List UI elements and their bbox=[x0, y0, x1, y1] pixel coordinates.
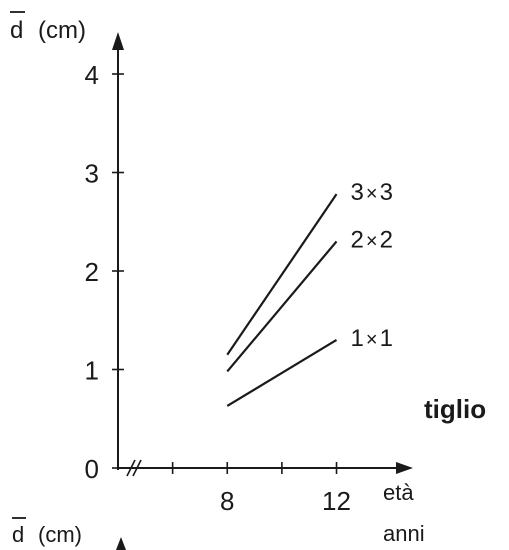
y-tick-label-0: 0 bbox=[85, 454, 99, 484]
y-label-symbol: d bbox=[10, 17, 23, 44]
chart-title: tiglio bbox=[424, 394, 486, 424]
y-ticks: 0 1 2 3 4 bbox=[85, 60, 124, 484]
y-axis-label-top: d (cm) bbox=[10, 11, 86, 44]
y-tick-label-1: 1 bbox=[85, 356, 99, 386]
y-tick-label-3: 3 bbox=[85, 159, 99, 189]
series: 3 ×3 2 ×2 1 ×1 bbox=[226, 179, 393, 407]
x-tick-label-12: 12 bbox=[322, 486, 351, 516]
y-axis-arrow-icon bbox=[112, 32, 124, 50]
y-label-unit: (cm) bbox=[38, 17, 86, 44]
x-label-line1: età bbox=[383, 480, 414, 505]
series-line-1x1 bbox=[226, 339, 338, 407]
y-tick-label-2: 2 bbox=[85, 257, 99, 287]
x-axis-arrow-icon bbox=[396, 462, 413, 474]
y-label-bottom-symbol: d bbox=[12, 522, 24, 547]
y-axis-label-bottom: d (cm) bbox=[12, 517, 126, 550]
series-label-3x3: 3 ×3 bbox=[351, 179, 393, 206]
y-label-bottom-unit: (cm) bbox=[38, 522, 82, 547]
series-line-3x3 bbox=[226, 193, 338, 356]
y-axis-bottom-arrow-icon bbox=[116, 537, 126, 550]
y-tick-label-4: 4 bbox=[85, 60, 99, 90]
axis-break-icon bbox=[126, 459, 142, 477]
y-axis bbox=[112, 32, 124, 470]
x-tick-label-8: 8 bbox=[220, 486, 234, 516]
series-line-2x2 bbox=[226, 240, 338, 373]
x-label-line2: anni bbox=[383, 521, 425, 546]
series-label-2x2: 2 ×2 bbox=[351, 226, 393, 253]
series-label-1x1: 1 ×1 bbox=[351, 325, 393, 352]
x-axis bbox=[118, 459, 413, 477]
x-ticks: 8 12 bbox=[171, 462, 351, 516]
